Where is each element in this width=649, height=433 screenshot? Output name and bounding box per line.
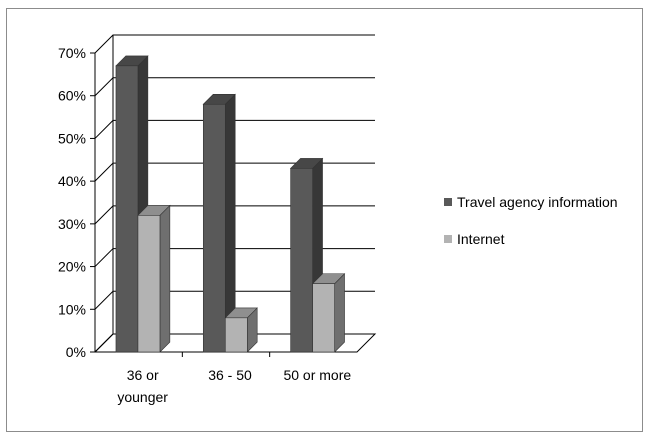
y-tick-label: 30% xyxy=(58,216,86,232)
bar-side xyxy=(334,273,345,353)
y-tick-label: 70% xyxy=(58,45,86,61)
y-tick-label: 40% xyxy=(58,173,86,189)
x-tick-label: 50 or more xyxy=(283,367,351,383)
x-tick-label-line: 36 - 50 xyxy=(208,367,252,383)
bar-front xyxy=(137,215,161,353)
legend-swatch xyxy=(444,235,452,243)
bar-front xyxy=(312,283,335,353)
gridline xyxy=(94,290,375,310)
bar xyxy=(202,93,236,353)
bar-front xyxy=(115,65,139,353)
legend: Travel agency information Internet xyxy=(444,194,618,247)
x-tick-label: 36 or younger xyxy=(117,367,168,405)
x-tick-label-line: 36 or xyxy=(127,367,159,383)
bars xyxy=(115,55,346,353)
gridline xyxy=(94,77,375,97)
side-wall xyxy=(94,35,114,353)
y-tick-label: 20% xyxy=(58,259,86,275)
bar xyxy=(311,273,346,353)
x-tick-label: 36 - 50 xyxy=(208,367,252,383)
gridline xyxy=(94,34,375,54)
legend-item: Travel agency information xyxy=(444,194,618,210)
y-tick-label: 50% xyxy=(58,130,86,146)
bar xyxy=(137,204,171,353)
gridlines xyxy=(94,34,375,353)
y-tick-label: 60% xyxy=(58,88,86,104)
bar-front xyxy=(290,168,313,353)
bar-side xyxy=(159,204,171,353)
y-tick-label: 10% xyxy=(58,301,86,317)
gridline xyxy=(94,248,375,267)
legend-item: Internet xyxy=(444,231,505,247)
gridline xyxy=(94,119,375,139)
bar-front xyxy=(202,103,226,353)
legend-swatch xyxy=(444,198,452,206)
y-tick-label: 0% xyxy=(66,344,86,360)
gridline xyxy=(94,205,375,225)
legend-label: Internet xyxy=(457,231,505,247)
x-tick-label-line: younger xyxy=(117,389,168,405)
bar-front xyxy=(224,317,248,353)
y-axis: 0% 10% 20% 30% 40% 50% 60% 70% xyxy=(58,45,95,360)
bar xyxy=(224,307,258,353)
legend-label: Travel agency information xyxy=(457,194,618,210)
gridline xyxy=(94,333,375,353)
gridline xyxy=(94,162,375,182)
x-axis: 36 or younger 36 - 50 50 or more xyxy=(117,352,351,405)
x-tick-label-line: 50 or more xyxy=(283,367,351,383)
